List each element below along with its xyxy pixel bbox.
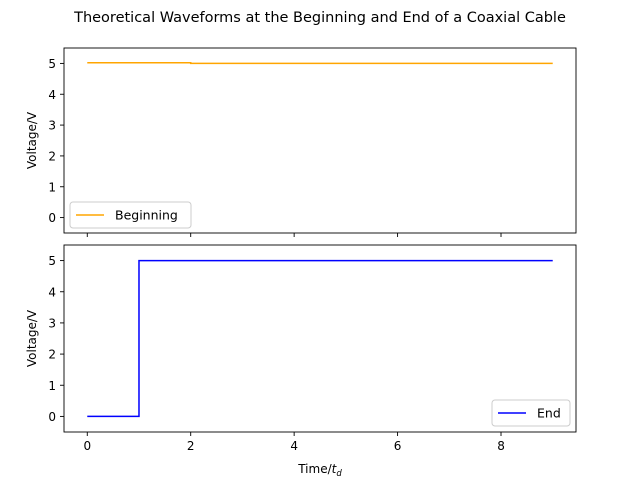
y-tick-label-beginning: 4: [48, 88, 56, 102]
y-tick-label-end: 1: [48, 379, 56, 393]
y-tick-label-beginning: 3: [48, 119, 56, 133]
y-tick-label-end: 3: [48, 316, 56, 330]
panel-beginning: 0 1 2 3 4 5 Voltage/V Beginning: [25, 47, 577, 237]
legend-label-end: End: [537, 406, 561, 421]
y-tick-label-beginning: 1: [48, 180, 56, 194]
legend-box-end: [491, 399, 571, 427]
panels-container: 0 1 2 3 4 5 Voltage/V Beginning 0 2 4 6 8 0 1 2 3 4 5 Volta…: [25, 47, 577, 479]
x-tick-label-end: 4: [290, 439, 298, 453]
axes-frame-beginning: [63, 47, 577, 234]
y-axis-label-beginning: Voltage/V: [25, 111, 39, 169]
y-tick-label-beginning: 5: [48, 57, 56, 71]
x-tick-label-end: 0: [83, 439, 91, 453]
legend-label-beginning: Beginning: [115, 208, 178, 223]
y-axis-label-end: Voltage/V: [25, 309, 39, 367]
panel-end: 0 2 4 6 8 0 1 2 3 4 5 Voltage/V Time/td End: [25, 244, 577, 479]
y-tick-label-end: 5: [48, 254, 56, 268]
y-tick-label-end: 0: [48, 410, 56, 424]
y-tick-label-beginning: 0: [48, 211, 56, 225]
series-line-end: [87, 259, 553, 418]
figure-title: Theoretical Waveforms at the Beginning a…: [73, 10, 566, 26]
y-tick-label-beginning: 2: [48, 149, 56, 163]
y-tick-label-end: 4: [48, 285, 56, 299]
legend-beginning: Beginning: [69, 201, 192, 229]
legend-box-beginning: [69, 201, 192, 229]
axes-frame-end: [63, 244, 577, 433]
x-axis-label-end: Time/td: [297, 462, 342, 479]
x-tick-label-end: 8: [497, 439, 505, 453]
x-tick-label-end: 2: [187, 439, 195, 453]
legend-end: End: [491, 399, 571, 427]
series-line-beginning: [87, 62, 553, 65]
x-tick-label-end: 6: [394, 439, 402, 453]
y-tick-label-end: 2: [48, 348, 56, 362]
